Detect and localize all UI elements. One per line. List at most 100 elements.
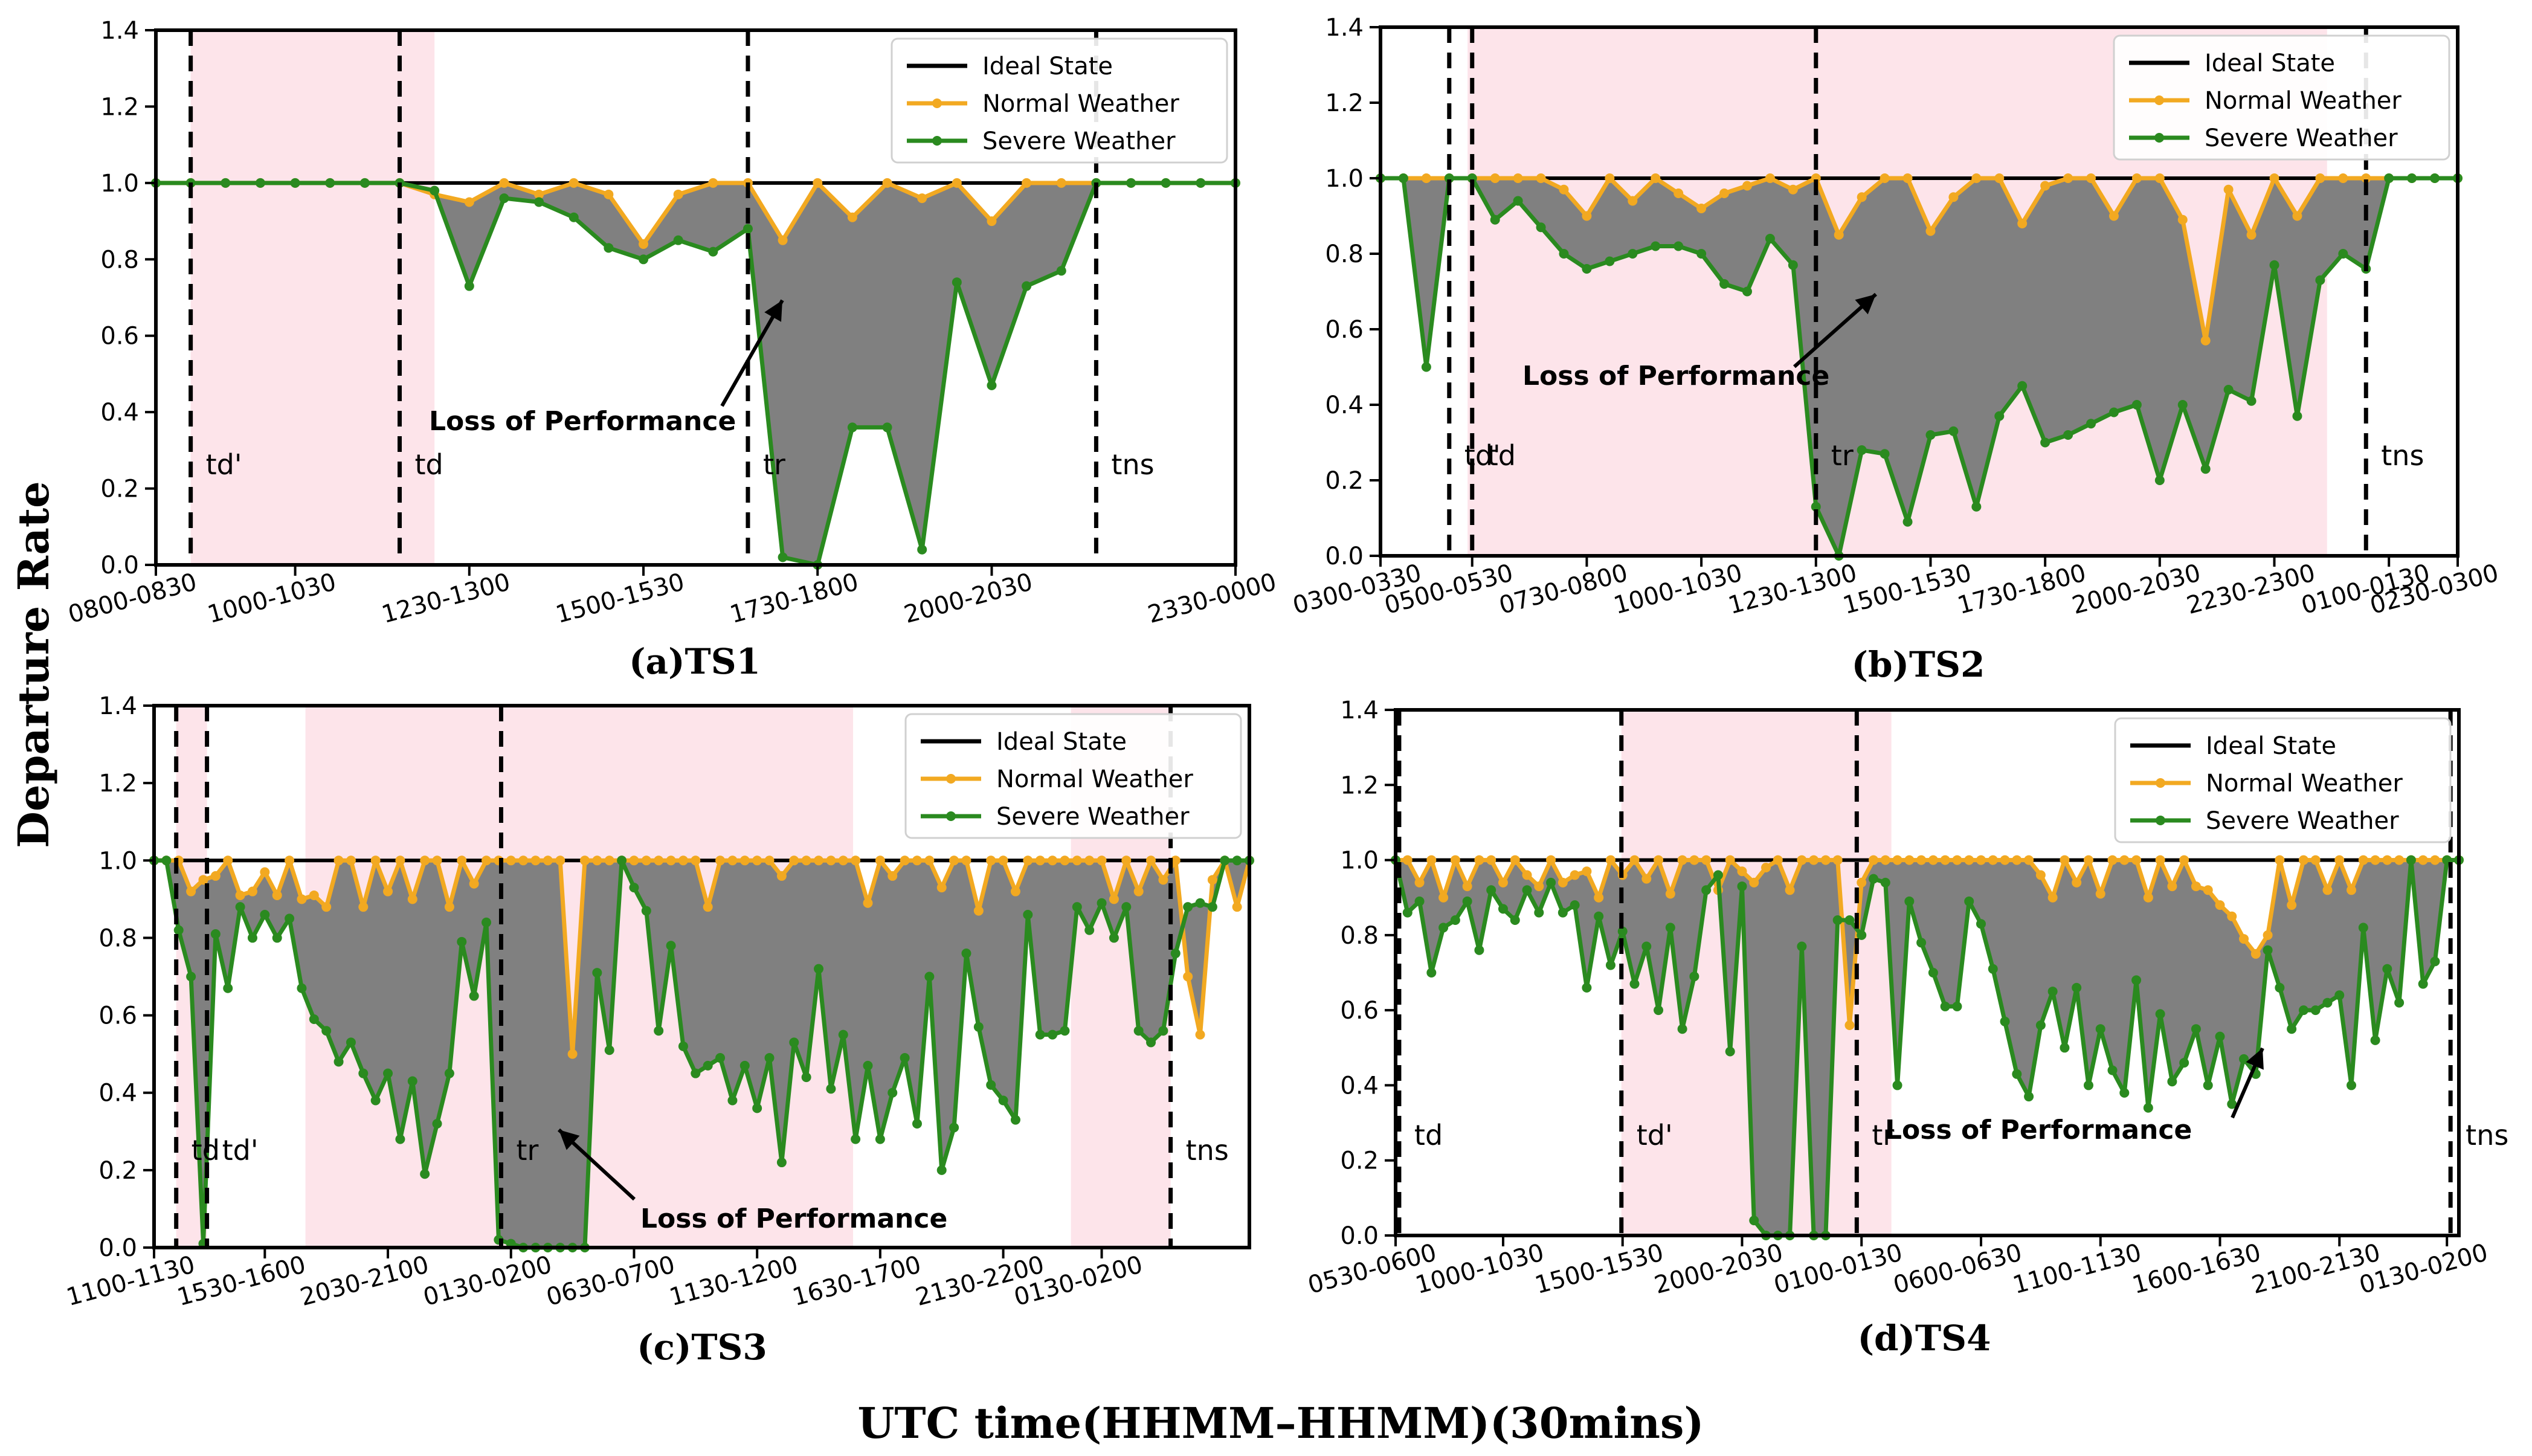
severe-weather-point: [1689, 971, 1699, 982]
normal-weather-point: [2310, 855, 2321, 865]
normal-weather-point: [2179, 855, 2189, 865]
severe-weather-point: [499, 193, 509, 204]
event-label: td': [1637, 1119, 1673, 1152]
severe-weather-point: [973, 1022, 984, 1032]
x-tick-label: 0630-0700: [544, 1251, 678, 1312]
severe-weather-point: [1788, 260, 1798, 270]
normal-weather-point: [2095, 889, 2105, 899]
severe-weather-point: [2017, 381, 2028, 391]
severe-weather-point: [1940, 1001, 1950, 1011]
severe-weather-point: [1084, 925, 1095, 935]
normal-weather-point: [2035, 870, 2046, 880]
severe-weather-point: [1444, 173, 1454, 183]
annotation-arrow-head: [1855, 294, 1876, 315]
severe-weather-point: [1490, 214, 1500, 225]
panel-title: (a)TS1: [629, 641, 761, 682]
severe-weather-point: [2347, 1080, 2357, 1090]
normal-weather-point: [691, 855, 701, 866]
x-tick-label: 0730-0800: [1496, 559, 1631, 620]
severe-weather-point: [2287, 1024, 2297, 1034]
normal-weather-point: [863, 898, 873, 908]
severe-weather-point: [2227, 1099, 2237, 1109]
normal-weather-point: [2086, 173, 2096, 183]
severe-weather-point: [2239, 1054, 2249, 1064]
legend-ideal-label: Ideal State: [2206, 732, 2336, 760]
normal-weather-point: [2154, 173, 2165, 183]
loss-area: [154, 860, 1249, 1248]
severe-weather-point: [2298, 1005, 2308, 1016]
severe-weather-point: [1832, 915, 1843, 925]
severe-weather-point: [309, 1014, 319, 1024]
normal-weather-point: [604, 189, 614, 199]
severe-weather-point: [863, 1060, 873, 1071]
severe-weather-point: [875, 1134, 885, 1144]
severe-weather-point: [2040, 437, 2050, 448]
severe-weather-point: [1651, 241, 1661, 251]
normal-weather-point: [1904, 855, 1915, 865]
severe-weather-point: [1486, 885, 1496, 895]
severe-weather-point: [2200, 464, 2211, 474]
severe-weather-point: [1474, 945, 1484, 955]
severe-weather-point: [346, 1037, 356, 1048]
normal-weather-point: [764, 855, 775, 866]
severe-weather-point: [1902, 517, 1913, 527]
normal-weather-point: [407, 894, 417, 904]
normal-weather-point: [2239, 934, 2249, 944]
normal-weather-point: [2263, 930, 2273, 940]
normal-weather-point: [1010, 886, 1020, 897]
normal-weather-point: [1421, 173, 1431, 183]
severe-weather-point: [703, 1060, 713, 1071]
normal-weather-point: [1084, 855, 1095, 866]
severe-weather-point: [1880, 877, 1890, 887]
x-tick-label: 1530-1600: [174, 1251, 309, 1312]
severe-weather-point: [604, 243, 614, 253]
y-tick-label: 0.8: [1325, 240, 1364, 268]
event-label: tr: [763, 448, 785, 481]
severe-weather-point: [2418, 979, 2428, 989]
normal-weather-point: [2108, 211, 2119, 221]
legend-normal-label: Normal Weather: [2205, 87, 2402, 115]
normal-weather-point: [2040, 181, 2050, 191]
severe-weather-point: [2072, 982, 2082, 993]
normal-weather-point: [210, 871, 221, 881]
legend-box: [904, 713, 1242, 839]
severe-weather-point: [1928, 968, 1938, 978]
y-tick-label: 0.8: [100, 246, 139, 274]
normal-weather-point: [1976, 855, 1986, 865]
severe-weather-point: [673, 235, 683, 245]
severe-weather-point: [1811, 501, 1821, 512]
normal-weather-point: [1133, 886, 1144, 897]
normal-weather-point: [1892, 855, 1902, 865]
y-tick-label: 1.0: [98, 847, 137, 875]
y-tick-label: 1.2: [98, 770, 137, 797]
shaded-region: [190, 30, 435, 565]
normal-weather-point: [1928, 855, 1938, 865]
severe-weather-point: [764, 1053, 775, 1063]
normal-weather-point: [2017, 219, 2028, 228]
severe-weather-point: [986, 1080, 996, 1090]
legend-box: [891, 37, 1228, 164]
severe-weather-point: [2095, 1024, 2105, 1034]
severe-weather-point: [1988, 964, 1998, 974]
severe-weather-point: [604, 1045, 614, 1055]
normal-weather-point: [666, 855, 676, 866]
normal-weather-point: [321, 902, 332, 912]
legend-normal-marker: [2154, 95, 2164, 105]
severe-weather-point: [1674, 241, 1684, 251]
normal-weather-point: [1880, 173, 1890, 183]
severe-weather-point: [2322, 997, 2333, 1008]
severe-weather-point: [2275, 982, 2285, 993]
normal-weather-point: [2334, 855, 2345, 865]
normal-weather-point: [1654, 855, 1664, 865]
chart-panel-1: td' td tr tns0.00.20.40.60.81.01.21.40800-0…: [65, 17, 1280, 682]
normal-weather-point: [223, 855, 233, 866]
severe-weather-point: [1857, 445, 1867, 455]
normal-weather-point: [420, 855, 430, 866]
severe-weather-point: [1629, 979, 1640, 989]
y-tick-label: 1.4: [1325, 14, 1364, 42]
normal-weather-point: [1072, 855, 1082, 866]
x-tick-label: 1130-1200: [666, 1251, 801, 1312]
annotation-text: Loss of Performance: [1522, 361, 1829, 391]
normal-weather-point: [703, 902, 713, 912]
normal-weather-point: [875, 855, 885, 866]
